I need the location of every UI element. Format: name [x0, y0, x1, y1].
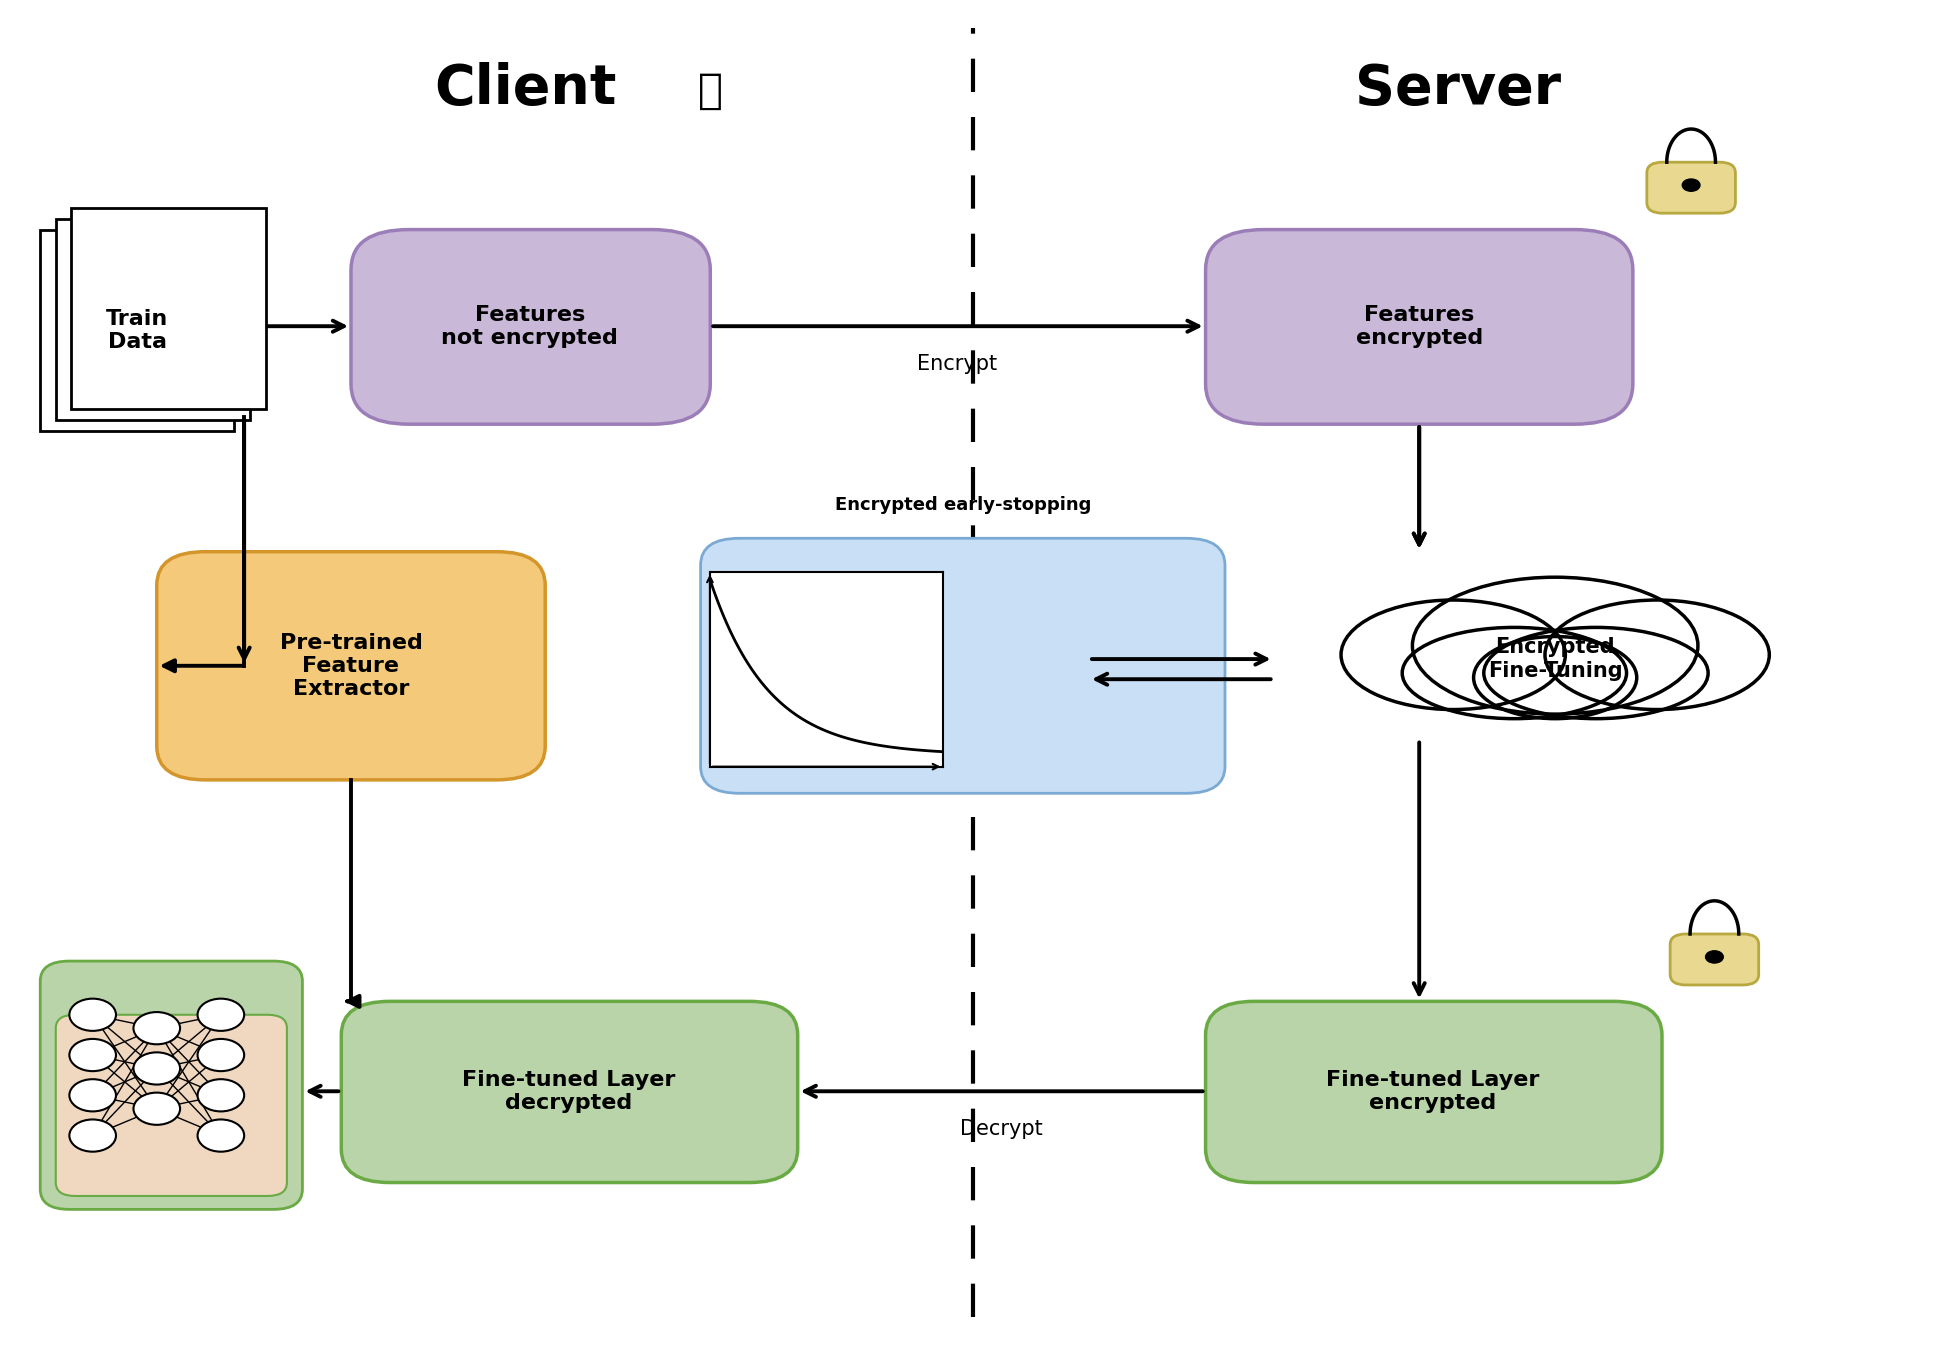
Circle shape	[198, 1079, 245, 1111]
Circle shape	[70, 1038, 117, 1071]
Text: Client: Client	[434, 62, 617, 116]
Circle shape	[70, 998, 117, 1030]
Text: Decrypt: Decrypt	[961, 1119, 1043, 1139]
Text: Encrypted
Fine-Tuning: Encrypted Fine-Tuning	[1488, 638, 1622, 681]
Circle shape	[198, 1038, 245, 1071]
FancyBboxPatch shape	[158, 551, 545, 780]
Ellipse shape	[1402, 627, 1626, 718]
FancyBboxPatch shape	[41, 962, 301, 1209]
Text: Encrypted early-stopping: Encrypted early-stopping	[834, 496, 1091, 514]
Ellipse shape	[1544, 600, 1770, 710]
Circle shape	[1706, 951, 1723, 963]
FancyBboxPatch shape	[72, 208, 266, 409]
FancyBboxPatch shape	[1647, 163, 1735, 214]
Text: Server: Server	[1356, 62, 1562, 116]
Circle shape	[198, 998, 245, 1030]
Text: Features
encrypted: Features encrypted	[1356, 304, 1482, 348]
FancyBboxPatch shape	[41, 230, 235, 430]
FancyBboxPatch shape	[1206, 1001, 1661, 1182]
FancyBboxPatch shape	[56, 1014, 288, 1196]
Text: Train
Data: Train Data	[107, 308, 169, 352]
Text: Features
not encrypted: Features not encrypted	[442, 304, 619, 348]
Text: 🔑: 🔑	[698, 70, 724, 113]
Circle shape	[70, 1119, 117, 1151]
Circle shape	[1682, 179, 1700, 191]
Ellipse shape	[1340, 600, 1566, 710]
Circle shape	[198, 1119, 245, 1151]
Circle shape	[134, 1092, 181, 1124]
Circle shape	[134, 1052, 181, 1084]
Circle shape	[134, 1011, 181, 1044]
FancyBboxPatch shape	[1206, 230, 1634, 424]
FancyBboxPatch shape	[1671, 933, 1758, 985]
Circle shape	[70, 1079, 117, 1111]
Text: Fine-tuned Layer
encrypted: Fine-tuned Layer encrypted	[1326, 1069, 1540, 1112]
Text: Pre-trained
Feature
Extractor: Pre-trained Feature Extractor	[280, 632, 422, 699]
Ellipse shape	[1484, 627, 1708, 718]
Text: Fine-tuned Layer
decrypted: Fine-tuned Layer decrypted	[461, 1069, 675, 1112]
FancyBboxPatch shape	[56, 219, 251, 420]
Ellipse shape	[1412, 577, 1698, 714]
FancyBboxPatch shape	[350, 230, 710, 424]
FancyBboxPatch shape	[700, 538, 1225, 794]
Text: Encrypt: Encrypt	[916, 354, 998, 374]
FancyBboxPatch shape	[340, 1001, 797, 1182]
Ellipse shape	[1474, 636, 1638, 718]
